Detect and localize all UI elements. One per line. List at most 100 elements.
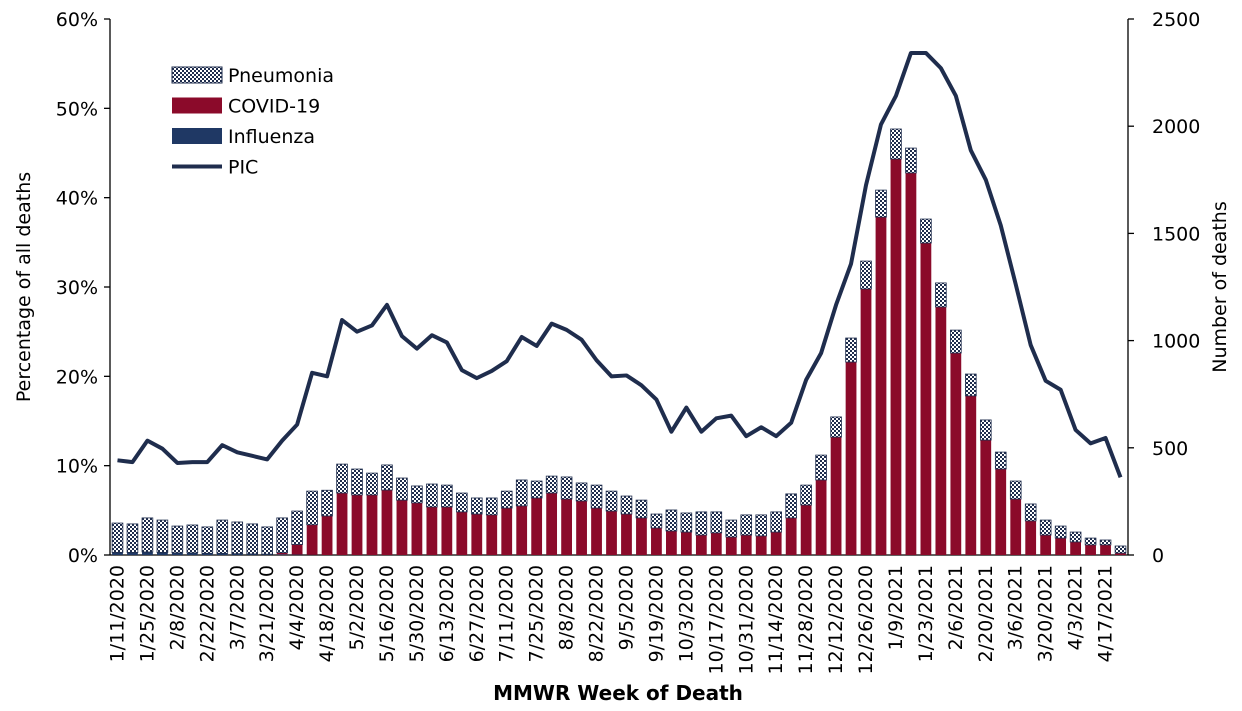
y2-tick-label: 1000 [1152, 331, 1200, 353]
x-tick-label: 2/6/2021 [945, 565, 967, 650]
x-tick-label: 11/28/2020 [795, 565, 817, 675]
bar-segment [651, 528, 662, 555]
bar-segment [576, 501, 587, 555]
bar-segment [621, 514, 632, 555]
bar-segment [950, 353, 961, 555]
bar-segment [352, 469, 363, 495]
legend-item: COVID-19 [172, 96, 320, 118]
bar-segment [516, 480, 527, 506]
bar-segment [696, 535, 707, 555]
bar-segment [980, 420, 991, 440]
bar-segment [906, 173, 917, 555]
bar-segment [1085, 538, 1096, 545]
bar-segment [1070, 532, 1081, 542]
x-tick-label: 11/14/2020 [765, 565, 787, 675]
bar-segment [1010, 499, 1021, 555]
x-tick-label: 10/3/2020 [675, 565, 697, 662]
bar-segment [307, 491, 318, 525]
bar-segment [217, 520, 228, 553]
bar-segment [696, 512, 707, 535]
bar-segment [950, 330, 961, 353]
bar-segment [816, 480, 827, 555]
bar-segment [426, 484, 437, 507]
bar-segment [861, 289, 872, 555]
bar-segment [1100, 540, 1111, 545]
bar-segment [651, 514, 662, 528]
bar-segment [1100, 545, 1111, 555]
y2-tick-label: 0 [1152, 545, 1164, 567]
bar-segment [816, 455, 827, 480]
legend-swatch [172, 98, 222, 114]
bar-segment [157, 520, 168, 552]
x-tick-label: 7/11/2020 [496, 565, 518, 662]
bar-segment [606, 511, 617, 555]
x-tick-label: 1/25/2020 [136, 565, 158, 662]
bar-segment [1025, 521, 1036, 555]
x-tick-label: 4/4/2020 [286, 565, 308, 650]
bar-segment [561, 499, 572, 555]
legend-item: Influenza [172, 126, 315, 148]
bar-segment [142, 518, 153, 552]
legend-label: Influenza [228, 126, 315, 148]
y2-axis-title: Number of deaths [1209, 201, 1231, 373]
bar-segment [1055, 526, 1066, 538]
bar-segment [292, 511, 303, 544]
y-tick-label: 0% [68, 545, 98, 567]
y-tick-label: 10% [56, 456, 98, 478]
bar-segment [277, 518, 288, 553]
bar-segment [756, 536, 767, 555]
bar-segment [247, 524, 258, 554]
x-tick-label: 7/25/2020 [526, 565, 548, 662]
bar-segment [741, 535, 752, 555]
x-tick-label: 3/6/2021 [1005, 565, 1027, 650]
bar-segment [921, 219, 932, 243]
bar-segment [412, 486, 423, 503]
bar-segment [621, 496, 632, 514]
bar-segment [1085, 545, 1096, 555]
legend-label: COVID-19 [228, 96, 320, 118]
x-tick-label: 6/27/2020 [466, 565, 488, 662]
x-tick-label: 10/31/2020 [735, 565, 757, 675]
bar-segment [636, 500, 647, 518]
bar-segment [980, 440, 991, 555]
bar-segment [876, 217, 887, 555]
legend-label: Pneumonia [228, 65, 334, 87]
y-tick-label: 30% [56, 277, 98, 299]
x-tick-label: 1/9/2021 [885, 565, 907, 650]
x-axis-title: MMWR Week of Death [493, 681, 743, 705]
bar-segment [831, 437, 842, 555]
bar-segment [935, 307, 946, 555]
bar-segment [367, 473, 378, 495]
y-tick-label: 20% [56, 366, 98, 388]
bar-segment [232, 522, 243, 554]
bar-segment [546, 493, 557, 555]
bar-segment [546, 476, 557, 493]
bar-segment [127, 524, 138, 553]
y2-tick-label: 500 [1152, 438, 1188, 460]
bar-segment [187, 525, 198, 553]
y2-tick-label: 2000 [1152, 116, 1200, 138]
bar-segment [666, 531, 677, 555]
x-tick-label: 2/20/2021 [975, 565, 997, 662]
bar-segment [456, 512, 467, 555]
bar-segment [606, 491, 617, 511]
y2-tick-label: 2500 [1152, 9, 1200, 31]
bar-segment [636, 518, 647, 555]
bar-segment [337, 464, 348, 493]
x-tick-label: 4/18/2020 [316, 565, 338, 662]
bar-segment [741, 515, 752, 535]
bar-segment [382, 490, 393, 555]
bar-segment [172, 526, 183, 553]
bar-segment [965, 374, 976, 396]
bar-segment [935, 283, 946, 307]
bar-segment [1115, 546, 1126, 553]
x-tick-label: 1/11/2020 [106, 565, 128, 662]
bar-segment [486, 498, 497, 515]
bar-segment [531, 498, 542, 555]
bar-segment [591, 508, 602, 555]
bar-segment [1040, 535, 1051, 555]
bar-segment [397, 478, 408, 500]
x-tick-label: 8/22/2020 [586, 565, 608, 662]
x-tick-label: 12/26/2020 [855, 565, 877, 675]
x-tick-label: 9/5/2020 [615, 565, 637, 650]
